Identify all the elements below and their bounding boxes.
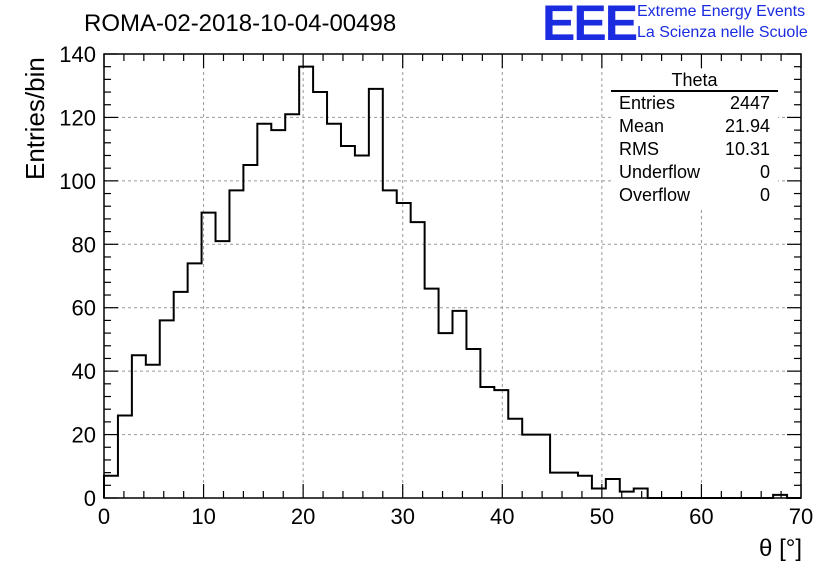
y-tick-label: 40 <box>72 359 96 384</box>
eee-logo: EEE <box>542 0 638 51</box>
histogram-bin <box>578 476 592 498</box>
histogram-bin <box>257 124 271 498</box>
plot-frame <box>103 53 802 499</box>
histogram-bin <box>480 387 494 498</box>
x-tick-label: 0 <box>98 504 110 529</box>
histogram-bin <box>160 320 174 498</box>
stats-label: Mean <box>619 116 665 136</box>
histogram-bin <box>188 263 202 498</box>
x-tick-label: 40 <box>490 504 514 529</box>
histogram-bin <box>773 495 787 498</box>
histogram-bin <box>202 213 216 498</box>
histogram-bin <box>285 114 299 498</box>
histogram-bin <box>355 155 369 498</box>
histogram-bin <box>146 365 160 498</box>
histogram-bin <box>132 355 146 498</box>
chart-title: ROMA-02-2018-10-04-00498 <box>84 10 397 37</box>
stats-label: RMS <box>619 139 659 159</box>
histogram-bin <box>216 241 230 498</box>
x-tick-label: 50 <box>590 504 614 529</box>
stats-value: 10.31 <box>724 139 770 159</box>
histogram-bin <box>118 416 132 498</box>
histogram-bin <box>634 488 648 498</box>
x-tick-label: 30 <box>390 504 414 529</box>
histogram-bin <box>341 146 355 498</box>
histogram-bin <box>536 435 550 498</box>
histogram-bin <box>494 390 508 498</box>
stats-value: 0 <box>759 162 770 182</box>
y-tick-label: 80 <box>72 232 96 257</box>
x-axis-label: θ [°] <box>759 535 802 562</box>
histogram-bin <box>229 190 243 498</box>
histogram-bin <box>439 333 453 498</box>
y-axis-label: Entries/bin <box>20 57 50 180</box>
stats-row-rms: RMS 10.31 <box>611 138 778 161</box>
x-tick-label: 20 <box>291 504 315 529</box>
stats-label: Underflow <box>619 162 701 182</box>
y-tick-label: 0 <box>84 486 96 511</box>
stats-title: Theta <box>611 70 778 92</box>
y-tick-label: 20 <box>72 423 96 448</box>
histogram-bin <box>397 203 411 498</box>
histogram-bin <box>453 311 467 498</box>
y-tick-label: 140 <box>59 42 96 67</box>
histogram-bin <box>606 479 620 498</box>
stats-row-entries: Entries 2447 <box>611 92 778 115</box>
stats-value: 2447 <box>729 93 770 113</box>
histogram-bin <box>243 165 257 498</box>
histogram-bin <box>508 419 522 498</box>
y-tick-label: 120 <box>59 105 96 130</box>
histogram-bin <box>522 435 536 498</box>
stats-box: Theta Entries 2447 Mean 21.94 RMS 10.31 … <box>611 70 778 207</box>
histogram-bin <box>104 476 118 498</box>
histogram-bin <box>592 488 606 498</box>
histogram-bin <box>383 190 397 498</box>
y-tick-label: 100 <box>59 169 96 194</box>
histogram-bin <box>411 222 425 498</box>
histogram-bin <box>564 473 578 498</box>
histogram-bin <box>620 492 634 498</box>
histogram-bin <box>466 349 480 498</box>
stats-row-overflow: Overflow 0 <box>611 184 778 207</box>
logo-caption-line1: Extreme Energy Events <box>637 3 806 20</box>
histogram-bin <box>174 292 188 498</box>
histogram-bin <box>369 89 383 498</box>
x-tick-label: 60 <box>689 504 713 529</box>
histogram-bin <box>550 473 564 498</box>
histogram-bin <box>271 130 285 498</box>
grid-lines <box>104 54 801 498</box>
stats-label: Overflow <box>619 185 691 205</box>
histogram-bin <box>313 92 327 498</box>
histogram-bin <box>327 124 341 498</box>
histogram-line <box>103 65 801 499</box>
stats-value: 0 <box>759 185 770 205</box>
histogram-bin <box>425 289 439 498</box>
x-tick-label: 10 <box>191 504 215 529</box>
x-tick-label: 70 <box>789 504 813 529</box>
stats-row-underflow: Underflow 0 <box>611 161 778 184</box>
stats-row-mean: Mean 21.94 <box>611 115 778 138</box>
logo-caption-line2: La Scienza nelle Scuole <box>637 24 808 41</box>
stats-value: 21.94 <box>724 116 770 136</box>
histogram-bin <box>299 67 313 498</box>
histogram-series <box>103 65 801 499</box>
y-tick-label: 60 <box>72 296 96 321</box>
stats-label: Entries <box>619 93 676 113</box>
axes: 0 10 20 30 40 50 60 70 0 20 40 60 80 100 120 140 <box>59 42 813 529</box>
